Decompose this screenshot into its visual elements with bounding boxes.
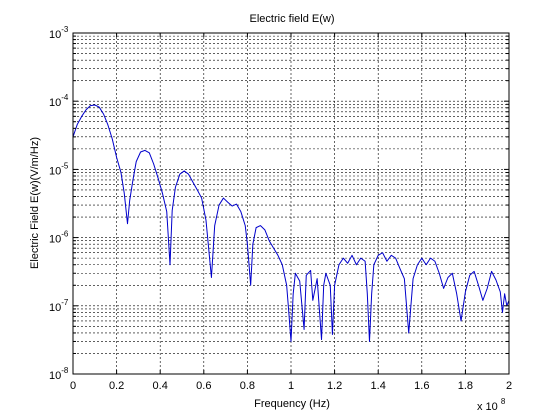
- x-tick-label: 1.8: [458, 380, 473, 392]
- chart-title: Electric field E(w): [250, 13, 335, 25]
- series-line: [72, 104, 510, 342]
- x-tick-label: 0: [70, 380, 76, 392]
- x-tick-label: 0.2: [109, 380, 124, 392]
- y-tick-label: 10-4: [49, 93, 69, 109]
- x-tick-labels: 0 0.2 0.4 0.6 0.8 1 1.2 1.4 1.6 1.8 2: [70, 380, 512, 392]
- y-tick-label-base: 10: [49, 234, 61, 246]
- x-tick-label: 1.4: [371, 380, 386, 392]
- y-tick-label-base: 10: [49, 370, 61, 382]
- y-tick-label: 10-7: [49, 298, 69, 314]
- y-tick-label-exponent: -8: [61, 366, 69, 375]
- x-axis-multiplier: x 10 8: [477, 397, 506, 413]
- y-tick-label-exponent: -4: [61, 93, 69, 102]
- y-tick-labels: 10-810-710-610-510-410-3: [49, 25, 69, 382]
- x-tick-label: 1: [288, 380, 294, 392]
- x-axis-multiplier-exponent: 8: [501, 397, 506, 406]
- y-tick-label-exponent: -3: [61, 25, 69, 34]
- y-tick-label: 10-3: [49, 25, 69, 41]
- x-axis-label: Frequency (Hz): [254, 398, 330, 410]
- x-tick-label: 1.6: [414, 380, 429, 392]
- x-tick-label: 0.6: [196, 380, 211, 392]
- y-tick-label-base: 10: [49, 97, 61, 109]
- y-axis-label: Electric Field E(w)(V/m/Hz): [29, 137, 41, 269]
- y-tick-label-exponent: -5: [61, 161, 69, 170]
- y-tick-label-base: 10: [49, 29, 61, 41]
- y-tick-label: 10-5: [49, 161, 69, 177]
- x-tick-label: 0.8: [240, 380, 255, 392]
- x-tick-label: 0.4: [153, 380, 168, 392]
- y-tick-label: 10-6: [49, 230, 69, 246]
- y-tick-label: 10-8: [49, 366, 69, 382]
- y-tick-label-exponent: -6: [61, 230, 69, 239]
- x-axis-multiplier-base: x 10: [477, 401, 498, 413]
- y-tick-label-exponent: -7: [61, 298, 69, 307]
- x-tick-label: 1.2: [327, 380, 342, 392]
- tick-marks: [72, 32, 510, 375]
- y-tick-label-base: 10: [49, 302, 61, 314]
- x-tick-label: 2: [506, 380, 512, 392]
- y-tick-label-base: 10: [49, 165, 61, 177]
- series-layer: [72, 104, 510, 342]
